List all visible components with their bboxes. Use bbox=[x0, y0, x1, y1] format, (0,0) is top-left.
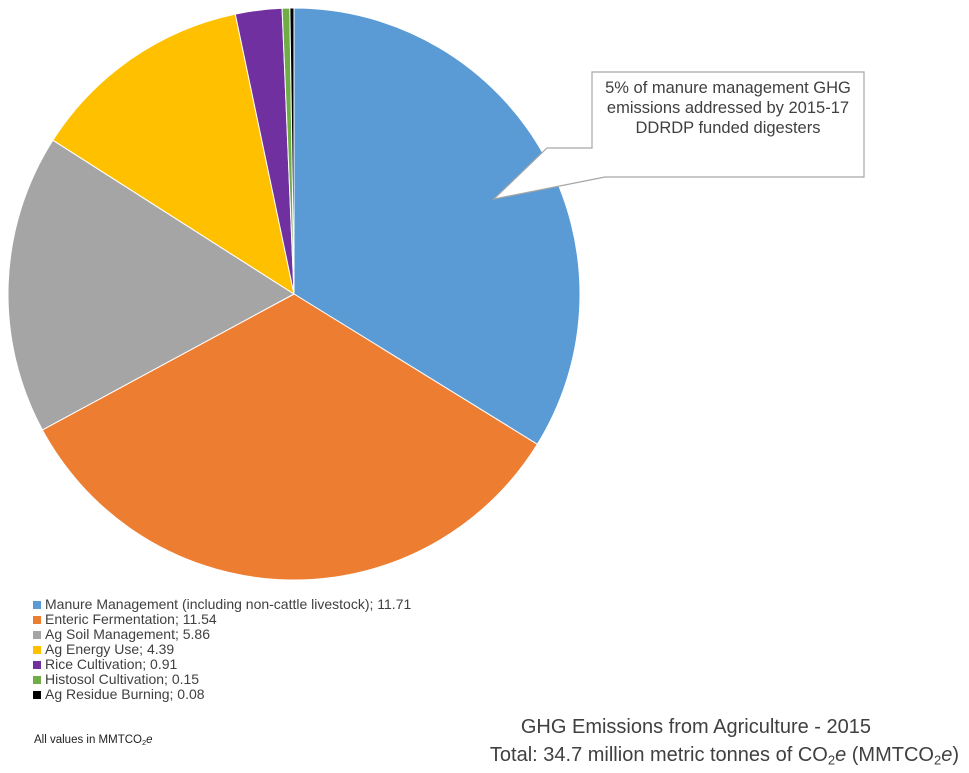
legend: Manure Management (including non-cattle … bbox=[33, 597, 411, 702]
pie-slice-ag-residue-burning bbox=[289, 7, 295, 295]
legend-item: Manure Management (including non-cattle … bbox=[33, 597, 411, 612]
legend-item: Ag Residue Burning; 0.08 bbox=[33, 687, 411, 702]
legend-item: Ag Energy Use; 4.39 bbox=[33, 642, 411, 657]
legend-label: Rice Cultivation; 0.91 bbox=[45, 656, 178, 672]
legend-swatch bbox=[33, 690, 41, 699]
legend-swatch bbox=[33, 630, 41, 639]
pie-slice-enteric-fermentation bbox=[41, 293, 539, 581]
legend-label: Ag Residue Burning; 0.08 bbox=[45, 686, 205, 702]
legend-label: Histosol Cultivation; 0.15 bbox=[45, 671, 200, 687]
legend-item: Histosol Cultivation; 0.15 bbox=[33, 672, 411, 687]
legend-swatch bbox=[33, 600, 41, 609]
chart-title-block: GHG Emissions from Agriculture - 2015 To… bbox=[490, 713, 959, 769]
legend-label: Manure Management (including non-cattle … bbox=[45, 596, 412, 612]
legend-label: Ag Soil Management; 5.86 bbox=[45, 626, 210, 642]
legend-label: Enteric Fermentation; 11.54 bbox=[45, 611, 217, 627]
chart-title: GHG Emissions from Agriculture - 2015 bbox=[520, 716, 871, 738]
legend-swatch bbox=[33, 660, 41, 669]
legend-swatch bbox=[33, 675, 41, 684]
legend-item: Enteric Fermentation; 11.54 bbox=[33, 612, 411, 627]
pie-slice-ag-energy-use bbox=[52, 13, 295, 296]
pie-slice-ag-soil-management bbox=[7, 139, 295, 431]
legend-item: Ag Soil Management; 5.86 bbox=[33, 627, 411, 642]
legend-item: Rice Cultivation; 0.91 bbox=[33, 657, 411, 672]
annotation-text: 5% of manure management GHG emissions ad… bbox=[605, 79, 851, 137]
annotation-callout-box bbox=[492, 71, 865, 200]
units-note: All values in MMTCO2e bbox=[34, 734, 153, 747]
chart-subtitle: Total: 34.7 million metric tonnes of CO2… bbox=[489, 744, 959, 768]
legend-swatch bbox=[33, 645, 41, 654]
pie-slices bbox=[7, 7, 581, 581]
legend-label: Ag Energy Use; 4.39 bbox=[45, 641, 175, 657]
legend-swatch bbox=[33, 615, 41, 624]
